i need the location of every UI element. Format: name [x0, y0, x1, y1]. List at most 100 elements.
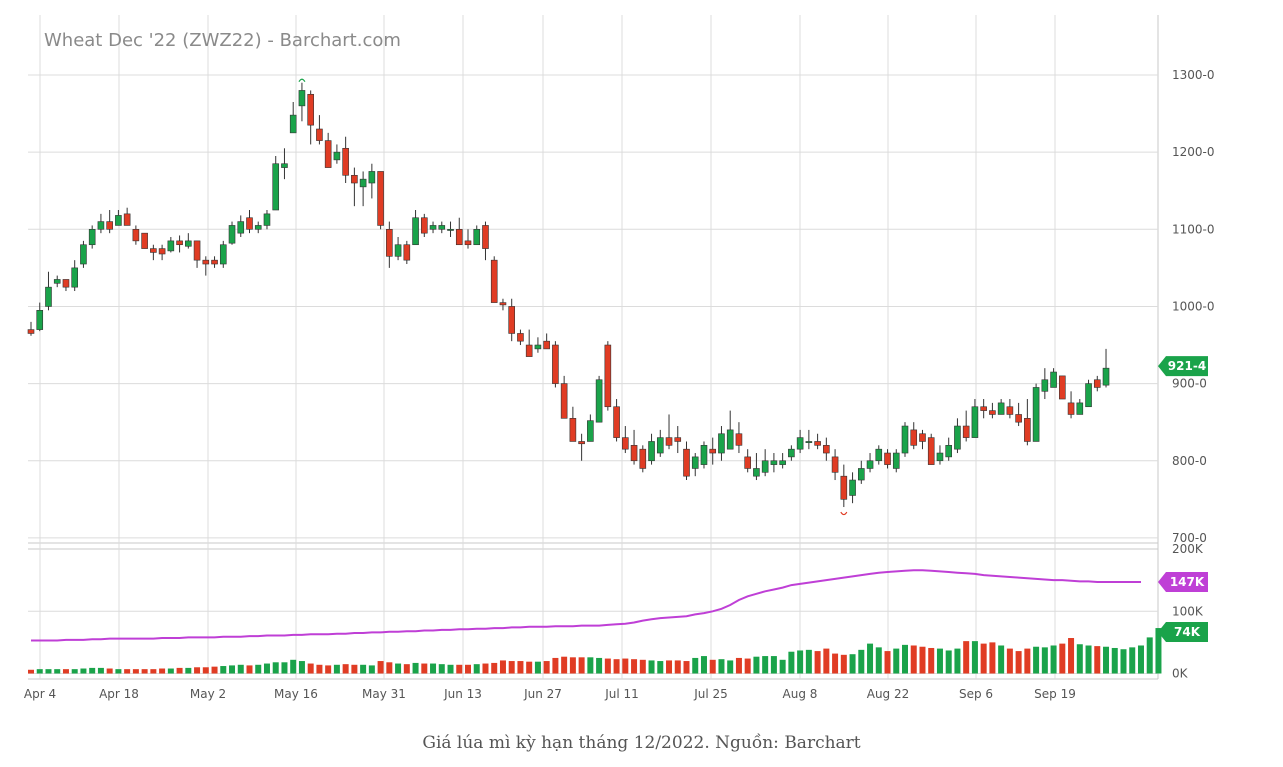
volume-bar	[202, 667, 209, 674]
candle-body	[578, 441, 585, 445]
candle-body	[595, 379, 603, 423]
x-tick-label: Apr 4	[24, 687, 56, 701]
x-tick-label: Jun 27	[523, 687, 562, 701]
candle-body	[892, 452, 900, 469]
y-tick-label: 800-0	[1172, 454, 1207, 468]
volume-bar	[753, 656, 760, 674]
volume-tick-label: 200K	[1172, 542, 1204, 556]
candle-body	[849, 479, 856, 496]
candle-body	[473, 229, 481, 246]
candle-body	[394, 244, 402, 257]
volume-bar	[998, 645, 1005, 674]
volume-bar	[141, 669, 148, 674]
volume-bar	[709, 659, 716, 674]
candle-body	[88, 229, 96, 246]
candle-body	[412, 217, 419, 246]
candle-body	[1006, 406, 1014, 415]
candle-body	[106, 221, 113, 230]
volume-bar	[631, 659, 638, 674]
candle-body	[167, 240, 175, 252]
volume-bar	[1111, 647, 1118, 674]
candle-body	[132, 229, 140, 242]
volume-bar	[1146, 637, 1153, 674]
volume-bar	[727, 660, 734, 674]
candle-body	[884, 452, 891, 465]
candlestick-series	[27, 78, 1110, 516]
x-tick-label: May 16	[274, 687, 318, 701]
last-price-tag-shape	[1158, 356, 1208, 377]
candle-body	[71, 267, 78, 288]
volume-bar	[1103, 646, 1110, 674]
candle-body	[534, 344, 542, 350]
volume-bar	[255, 664, 262, 674]
candle-body	[875, 448, 883, 462]
volume-bar	[814, 651, 821, 674]
volume-bar	[377, 661, 384, 674]
x-tick-label: Sep 6	[959, 687, 993, 701]
x-tick-label: Sep 19	[1034, 687, 1076, 701]
candle-body	[464, 240, 472, 246]
volume-bar	[875, 647, 882, 674]
volume-bar	[89, 667, 96, 674]
volume-bar	[150, 669, 157, 674]
avg-volume-tag: 147K	[1158, 571, 1208, 592]
candle-body	[971, 406, 979, 438]
candle-body	[254, 225, 262, 230]
volume-bar	[167, 668, 174, 674]
volume-bar	[316, 664, 323, 674]
x-tick-label: Jun 13	[443, 687, 482, 701]
volume-tick-label: 0K	[1172, 667, 1189, 681]
volume-bar	[578, 657, 585, 674]
candle-body	[735, 433, 743, 446]
candle-body	[1041, 379, 1049, 392]
candle-body	[403, 244, 411, 261]
volume-bar	[692, 657, 699, 674]
candle-body	[587, 420, 594, 442]
volume-bar	[1050, 645, 1057, 674]
volume-bar	[351, 664, 358, 674]
candle-body	[307, 93, 314, 126]
volume-bar	[648, 660, 655, 674]
volume-bar	[456, 664, 463, 674]
candle-body	[718, 433, 725, 454]
candle-body	[744, 456, 751, 469]
candle-body	[919, 433, 926, 442]
candle-body	[176, 240, 183, 246]
candle-body	[700, 445, 708, 465]
candle-body	[455, 229, 463, 246]
volume-bar	[534, 661, 541, 674]
candle-body	[1050, 371, 1057, 388]
candle-body	[857, 468, 865, 481]
volume-bar	[910, 645, 917, 674]
candle-body	[211, 259, 218, 265]
candle-body	[639, 448, 647, 469]
candle-body	[368, 171, 376, 184]
candle-body	[219, 244, 227, 265]
volume-bar	[1137, 645, 1144, 674]
candle-body	[342, 147, 349, 176]
candle-body	[552, 344, 559, 384]
last-volume-tag-text: 74K	[1174, 625, 1201, 639]
volume-bar	[762, 656, 769, 674]
candle-body	[648, 441, 655, 462]
candle-body	[543, 340, 550, 350]
volume-bar	[1024, 648, 1031, 674]
volume-bar	[963, 641, 970, 674]
volume-bar	[132, 669, 139, 674]
candle-body	[770, 460, 778, 465]
volume-bar	[36, 669, 43, 674]
volume-bar	[71, 669, 78, 674]
candle-body	[281, 163, 288, 168]
candle-body	[779, 460, 786, 465]
volume-bar	[666, 660, 673, 674]
volume-bar	[543, 661, 550, 674]
volume-bar	[45, 669, 52, 674]
candle-body	[823, 445, 830, 454]
candle-body	[1076, 402, 1084, 415]
volume-bar	[517, 661, 524, 674]
candle-body	[438, 225, 446, 230]
candle-body	[622, 437, 629, 450]
avg-volume-tag-text: 147K	[1170, 575, 1205, 589]
candle-body	[263, 213, 271, 226]
candle-body	[927, 437, 935, 465]
